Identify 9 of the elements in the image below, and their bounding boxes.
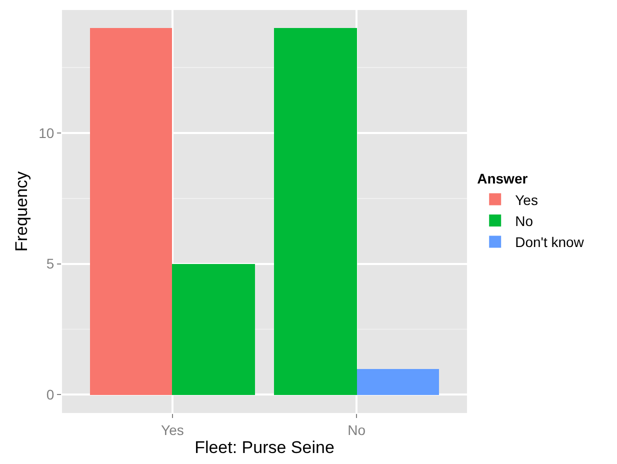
y-axis-title: Frequency bbox=[12, 170, 32, 252]
y-tick-label: 5 bbox=[46, 256, 54, 272]
y-tick-label: 10 bbox=[38, 124, 54, 141]
legend-label: Yes bbox=[515, 192, 538, 208]
legend-label: Don't know bbox=[515, 234, 585, 250]
y-tick-label: 0 bbox=[46, 386, 54, 403]
legend-title: Answer bbox=[477, 170, 528, 187]
x-axis-title: Fleet: Purse Seine bbox=[194, 438, 334, 458]
legend-label: No bbox=[515, 212, 534, 229]
